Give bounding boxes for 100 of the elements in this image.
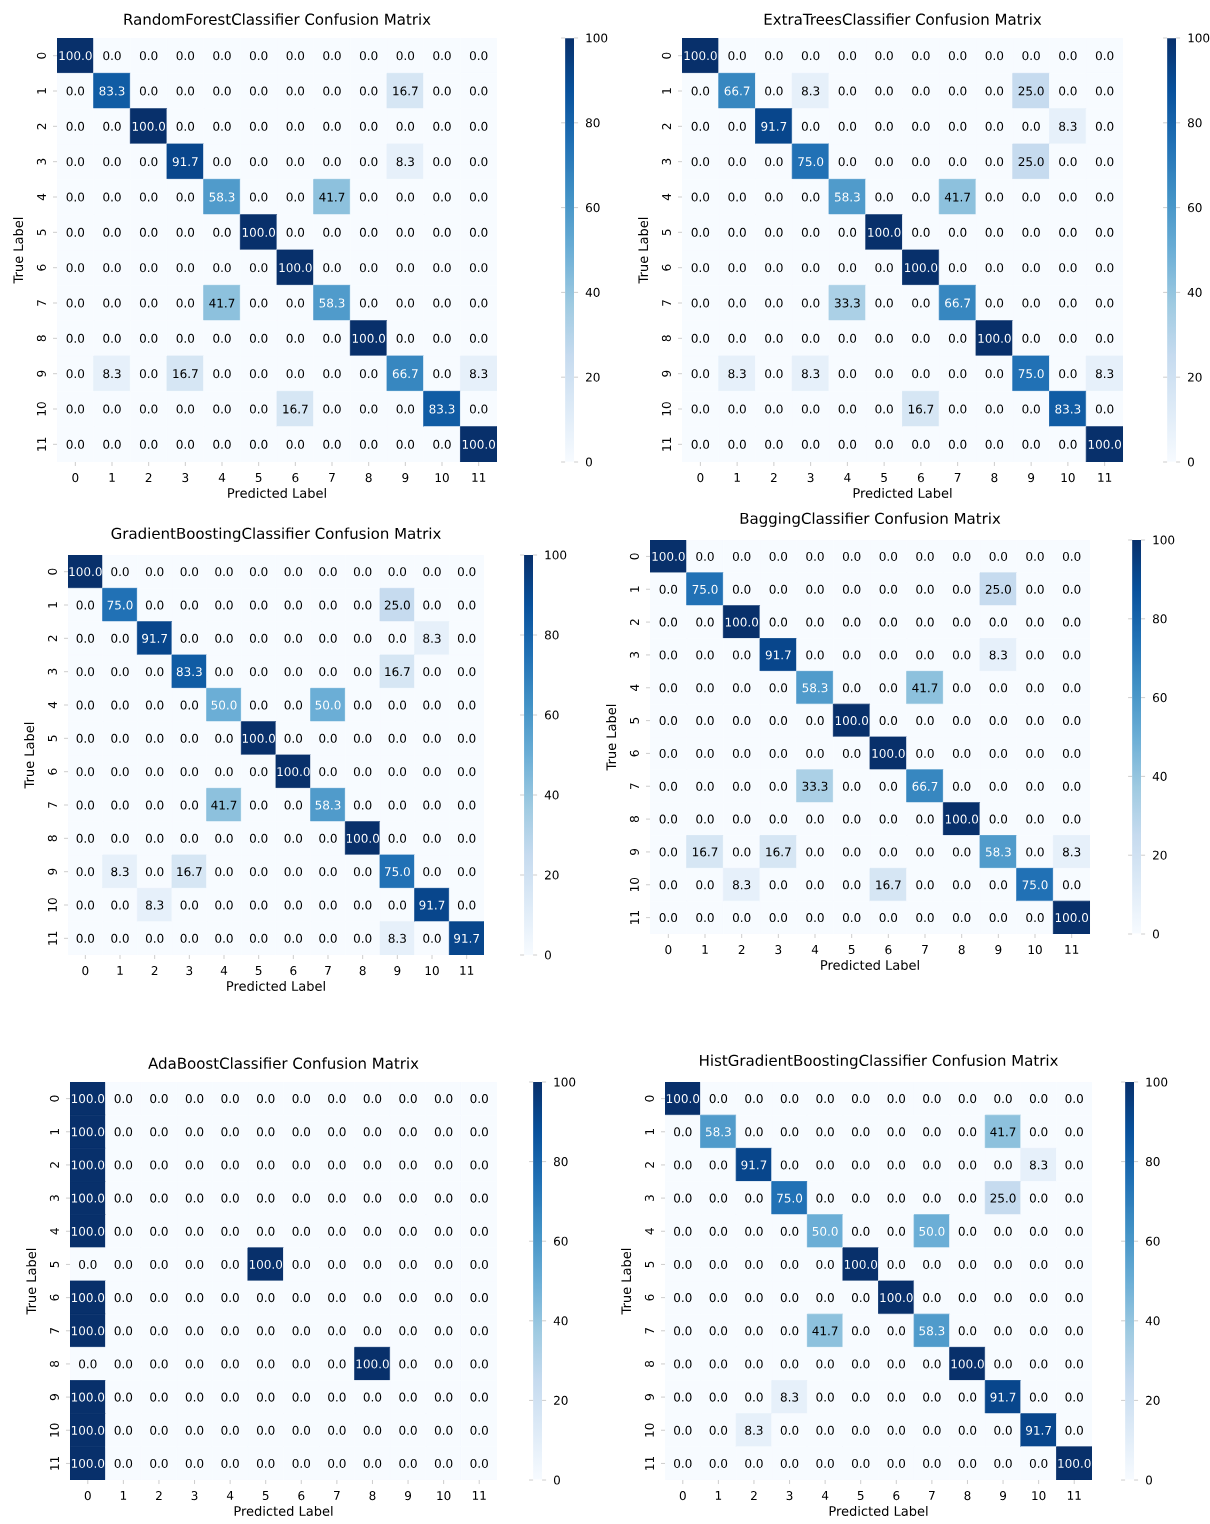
data-label: 0.0 (433, 263, 451, 273)
data-label: 0.0 (674, 1293, 692, 1303)
data-label: 0.0 (249, 51, 268, 61)
data-label: 0.0 (180, 600, 199, 610)
data-label: 0.0 (111, 733, 129, 743)
data-label: 0.0 (728, 157, 746, 167)
data-label: 0.0 (328, 1458, 346, 1468)
data-label: 0.0 (399, 1160, 417, 1170)
data-label: 100.0 (835, 716, 869, 726)
data-label: 0.0 (76, 600, 95, 610)
data-label: 0.0 (765, 86, 783, 96)
y-tick-label: 5 (662, 229, 671, 236)
data-label: 0.0 (221, 1127, 239, 1137)
data-label: 0.0 (709, 1160, 728, 1170)
data-label: 0.0 (994, 1094, 1012, 1104)
data-label: 0.0 (434, 1425, 453, 1435)
data-label: 0.0 (399, 1359, 417, 1369)
x-tick-label: 11 (460, 966, 474, 975)
data-label: 0.0 (323, 51, 341, 61)
data-label: 100.0 (868, 227, 901, 237)
data-label: 0.0 (79, 1359, 97, 1369)
x-tick-label: 9 (999, 1491, 1007, 1501)
data-label: 0.0 (887, 1359, 906, 1369)
data-label: 0.0 (323, 86, 341, 96)
data-label: 0.0 (328, 1293, 346, 1303)
y-tick-label: 11 (662, 437, 671, 451)
data-label: 100.0 (945, 814, 979, 824)
data-label: 0.0 (709, 1458, 728, 1468)
data-label: 0.0 (1062, 716, 1081, 726)
data-label: 0.0 (806, 650, 824, 660)
data-label: 0.0 (396, 192, 415, 202)
data-label: 0.0 (180, 567, 199, 577)
data-label: 0.0 (221, 1326, 239, 1336)
data-label: 0.0 (765, 263, 783, 273)
data-label: 0.0 (923, 1392, 941, 1402)
data-label: 0.0 (659, 748, 678, 758)
data-label: 0.0 (150, 1359, 168, 1369)
data-label: 0.0 (423, 767, 441, 777)
data-label: 0.0 (745, 1392, 763, 1402)
data-label: 100.0 (71, 1160, 105, 1170)
data-label: 50.0 (812, 1226, 838, 1236)
data-label: 0.0 (423, 567, 441, 577)
data-label: 0.0 (363, 1193, 382, 1203)
data-label: 0.0 (249, 333, 268, 343)
data-label: 0.0 (185, 1425, 204, 1435)
data-label: 0.0 (923, 1259, 941, 1269)
data-label: 0.0 (780, 1359, 799, 1369)
data-label: 0.0 (256, 1226, 275, 1236)
data-label: 0.0 (353, 800, 372, 810)
data-label: 0.0 (923, 1293, 941, 1303)
data-label: 0.0 (76, 800, 95, 810)
data-label: 0.0 (359, 157, 378, 167)
data-label: 0.0 (952, 913, 971, 923)
data-label: 0.0 (985, 369, 1004, 379)
data-label: 0.0 (145, 767, 164, 777)
x-tick-label: 3 (191, 1491, 198, 1501)
data-label: 0.0 (952, 617, 971, 627)
data-label: 91.7 (765, 650, 791, 660)
x-tick-label: 4 (226, 1491, 234, 1500)
data-label: 0.0 (111, 700, 129, 710)
data-label: 8.3 (388, 933, 406, 943)
data-label: 0.0 (457, 900, 476, 910)
y-tick-label: 1 (37, 88, 46, 94)
data-label: 0.0 (994, 1160, 1012, 1170)
data-label: 0.0 (948, 86, 967, 96)
data-label: 0.0 (363, 1259, 382, 1269)
x-tick-label: 9 (394, 966, 401, 976)
data-label: 0.0 (1026, 781, 1044, 791)
data-label: 0.0 (363, 1226, 382, 1236)
data-label: 0.0 (423, 700, 441, 710)
x-tick-label: 7 (922, 945, 928, 954)
y-tick-label: 6 (661, 264, 671, 271)
data-label: 0.0 (284, 900, 303, 910)
data-label: 0.0 (286, 298, 305, 308)
data-label: 0.0 (256, 1458, 275, 1468)
data-label: 0.0 (674, 1392, 692, 1402)
data-label: 0.0 (180, 933, 199, 943)
data-label: 0.0 (469, 192, 488, 202)
data-label: 0.0 (912, 86, 930, 96)
data-label: 0.0 (399, 1193, 417, 1203)
data-label: 0.0 (434, 1293, 453, 1303)
data-label: 0.0 (745, 1458, 763, 1468)
data-label: 0.0 (912, 333, 930, 343)
x-tick-label: 1 (120, 1491, 127, 1500)
data-label: 0.0 (103, 439, 121, 449)
y-axis-title: True Label (13, 217, 24, 284)
data-label: 0.0 (952, 847, 971, 857)
data-label: 8.3 (732, 880, 751, 890)
x-axis-title: Predicted Label (821, 959, 919, 970)
data-label: 0.0 (1095, 192, 1114, 202)
x-tick-label: 7 (929, 1491, 935, 1500)
data-label: 0.0 (185, 1127, 204, 1137)
data-label: 0.0 (328, 1193, 346, 1203)
data-label: 0.0 (180, 800, 199, 810)
data-label: 0.0 (912, 51, 930, 61)
data-label: 0.0 (875, 157, 893, 167)
data-label: 0.0 (1029, 1259, 1048, 1269)
data-label: 16.7 (908, 404, 934, 414)
data-label: 100.0 (356, 1359, 389, 1369)
color-bar-label: 60 (1146, 1236, 1160, 1246)
